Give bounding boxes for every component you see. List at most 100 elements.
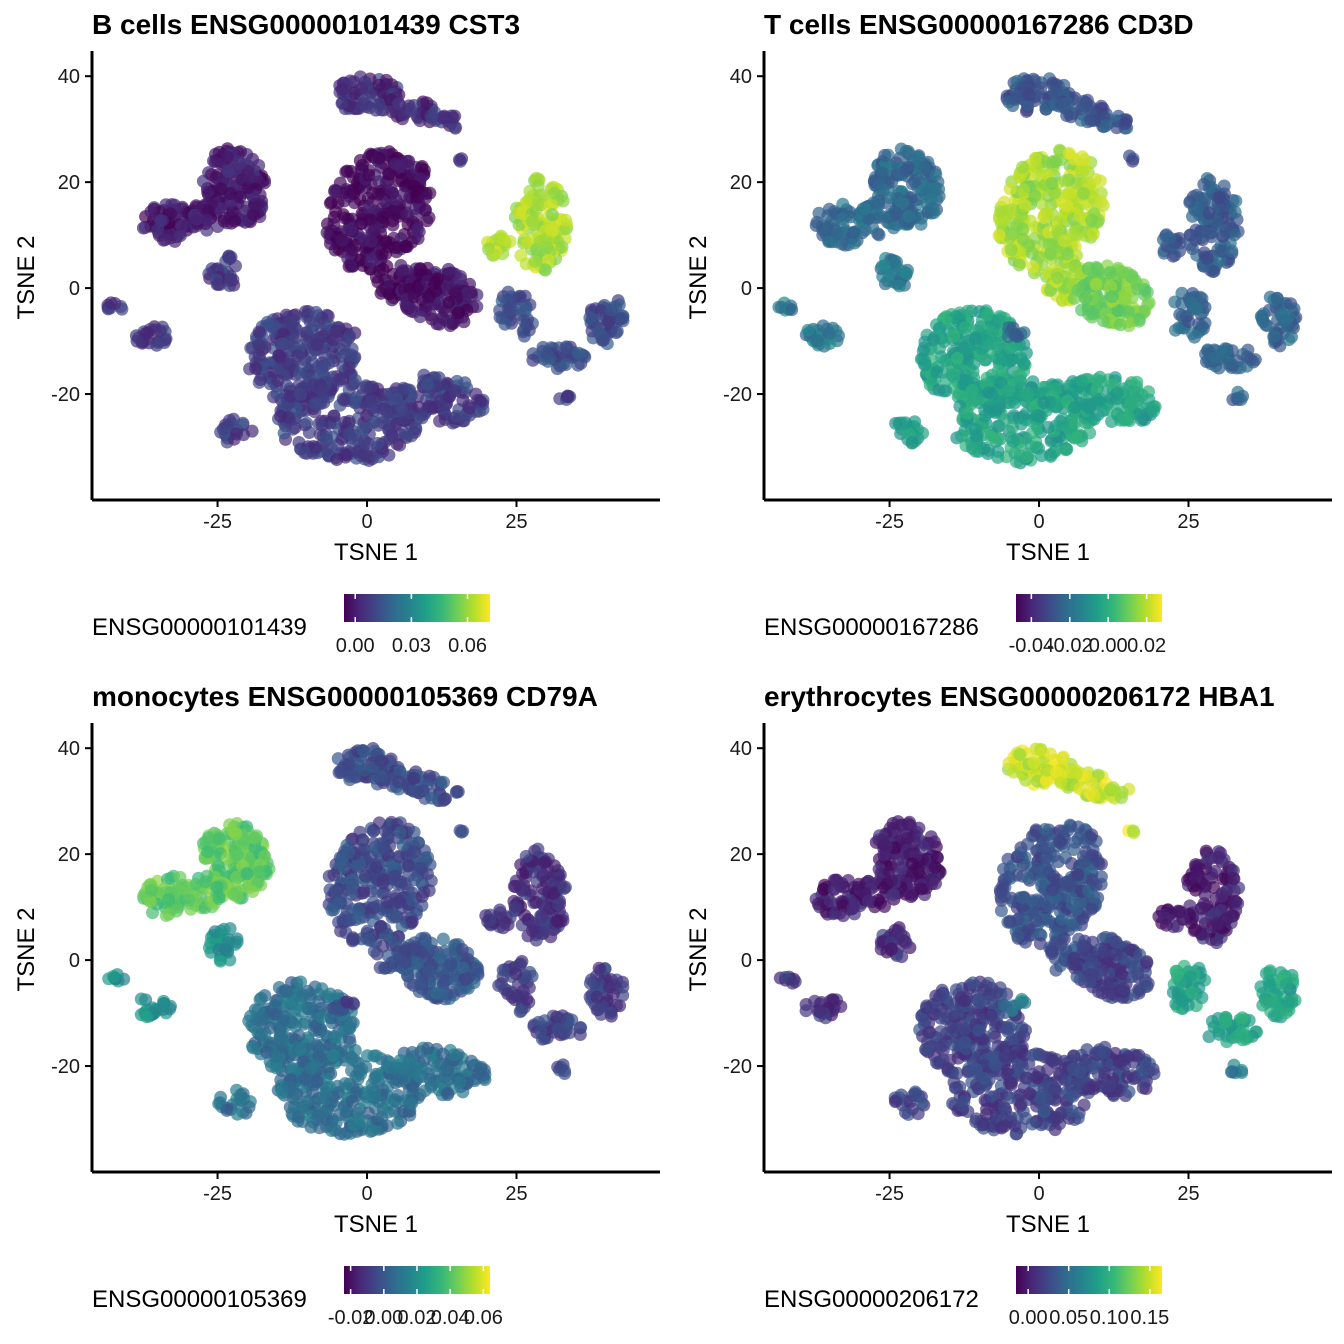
- data-point-top: [359, 100, 373, 114]
- data-point-right-upper: [556, 194, 570, 208]
- data-point-center-lower: [1121, 315, 1135, 329]
- data-point-isolated: [330, 321, 344, 335]
- data-point-right-lower: [1259, 318, 1273, 332]
- data-point-big-lower: [376, 410, 390, 424]
- data-point-center-blob: [413, 862, 427, 875]
- data-point-top-left: [917, 161, 931, 175]
- data-point-center-blob: [325, 903, 339, 917]
- data-point-big-lower: [319, 1072, 333, 1086]
- data-point-left-small: [823, 337, 837, 350]
- data-point-top: [420, 96, 434, 110]
- data-point-center-blob: [1017, 183, 1031, 197]
- data-point-big-lower: [939, 384, 953, 398]
- data-point-center-lower: [401, 969, 415, 983]
- data-point-big-lower: [1008, 396, 1022, 410]
- data-point-top: [392, 97, 405, 111]
- data-point-right-lower: [1173, 308, 1187, 321]
- data-point-center-blob: [363, 213, 377, 227]
- data-point-big-lower: [277, 426, 291, 440]
- legend-tick-label: 0.00: [336, 635, 375, 657]
- data-point-big-lower: [1030, 419, 1044, 433]
- data-point-big-lower: [1059, 443, 1073, 457]
- data-point-right-upper: [1163, 231, 1177, 245]
- data-point-top: [452, 153, 466, 167]
- data-point-center-blob: [408, 179, 422, 193]
- data-point-big-lower: [991, 364, 1005, 378]
- data-point-center-blob: [1028, 189, 1042, 203]
- data-point-top-left: [199, 875, 213, 889]
- data-point-center-blob: [335, 233, 349, 247]
- data-point-top-left: [211, 859, 225, 873]
- data-point-top-left: [212, 892, 226, 905]
- data-point-top-left: [226, 887, 240, 900]
- data-point-left-small: [892, 279, 906, 293]
- data-point-big-lower: [916, 344, 930, 358]
- data-point-top-left: [896, 196, 910, 210]
- data-point-right-lower: [559, 358, 573, 371]
- data-point-right-lower: [1257, 307, 1271, 321]
- data-point-center-lower: [408, 940, 422, 954]
- data-point-big-lower: [969, 444, 982, 458]
- data-point-right-lower: [498, 317, 512, 331]
- data-point-center-blob: [1061, 247, 1075, 261]
- data-point-center-blob: [376, 876, 390, 890]
- legend-tick-label: 0.02: [1127, 635, 1166, 657]
- data-point-top-left: [205, 168, 218, 182]
- data-point-center-blob: [407, 825, 421, 839]
- data-point-big-lower: [365, 394, 379, 408]
- data-point-big-lower: [252, 325, 266, 339]
- data-point-center-lower: [436, 932, 450, 946]
- data-point-big-lower: [1112, 398, 1126, 412]
- data-point-big-lower: [330, 453, 344, 466]
- data-point-center-blob: [353, 192, 367, 206]
- data-point-big-lower: [988, 406, 1002, 419]
- data-point-center-lower: [1075, 303, 1089, 317]
- data-point-big-lower: [386, 430, 400, 444]
- data-point-top-left: [210, 880, 224, 894]
- data-point-big-lower: [302, 426, 316, 439]
- data-point-center-blob: [364, 254, 378, 268]
- data-point-top-left: [858, 202, 872, 216]
- data-point-big-lower: [964, 386, 978, 400]
- data-point-big-lower: [293, 367, 306, 381]
- data-point-center-blob: [407, 873, 421, 886]
- data-point-center-lower: [1118, 291, 1132, 305]
- x-axis-label: TSNE 1: [334, 539, 418, 566]
- data-point-right-upper: [1228, 205, 1242, 219]
- data-point-left-small: [150, 338, 164, 352]
- data-point-center-blob: [344, 258, 358, 272]
- data-point-top-left: [217, 214, 231, 228]
- data-point-center-blob: [362, 933, 376, 947]
- data-point-center-blob: [1003, 182, 1017, 196]
- data-point-center-lower: [452, 306, 465, 320]
- data-point-big-lower: [342, 1031, 356, 1045]
- data-point-big-lower: [1006, 434, 1020, 448]
- data-point-big-lower: [391, 1116, 405, 1130]
- data-point-right-upper: [1205, 230, 1218, 244]
- data-point-top-left: [882, 191, 896, 205]
- data-point-center-blob: [386, 214, 399, 228]
- data-point-top-left: [246, 885, 260, 898]
- data-point-big-lower: [288, 1019, 302, 1033]
- data-point-center-blob: [1012, 258, 1026, 272]
- data-point-top-left: [258, 849, 272, 863]
- data-point-center-blob: [382, 167, 395, 181]
- data-point-top: [455, 825, 468, 839]
- data-point-center-blob: [371, 275, 385, 289]
- data-point-center-blob: [400, 240, 414, 254]
- y-tick-label: 40: [730, 66, 752, 88]
- data-point-right-lower: [1182, 315, 1195, 329]
- x-tick-label: -25: [203, 511, 232, 533]
- data-point-right-upper: [487, 248, 501, 262]
- data-point-big-lower: [1041, 420, 1055, 434]
- legend-tick-label: 0.03: [392, 635, 431, 657]
- data-point-big-lower: [1035, 449, 1048, 463]
- data-point-center-lower: [442, 295, 456, 309]
- data-point-big-lower: [1048, 382, 1062, 396]
- data-point-center-blob: [327, 868, 341, 882]
- data-point-big-lower: [918, 358, 931, 372]
- data-point-left-small: [822, 326, 836, 340]
- data-point-big-lower: [254, 991, 268, 1005]
- data-point-right-lower: [589, 313, 603, 327]
- data-point-center-blob: [362, 168, 376, 182]
